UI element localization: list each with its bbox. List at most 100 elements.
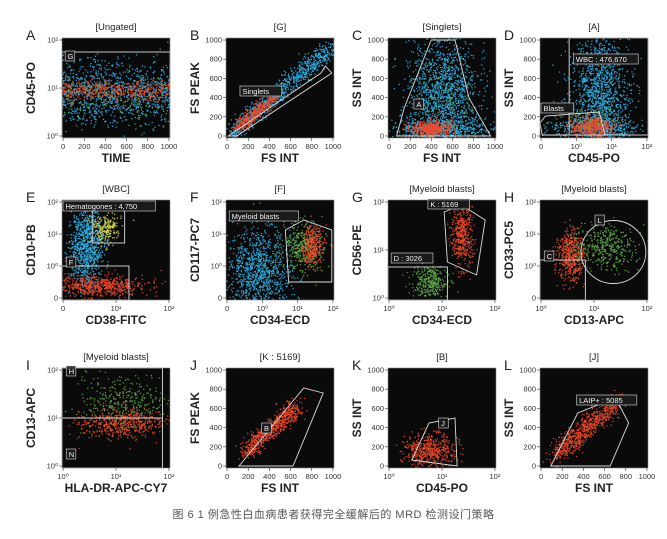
- event-dot: [430, 107, 432, 109]
- event-dot: [443, 135, 445, 138]
- event-dot: [266, 97, 268, 99]
- event-dot: [447, 76, 449, 78]
- event-dot: [153, 100, 155, 102]
- event-dot: [234, 136, 236, 138]
- event-dot: [242, 118, 244, 120]
- event-dot: [248, 116, 250, 119]
- event-dot: [109, 82, 111, 85]
- event-dot: [92, 102, 94, 105]
- event-dot: [106, 103, 108, 105]
- event-dot: [314, 66, 317, 68]
- event-dot: [457, 125, 459, 127]
- event-dot: [166, 99, 168, 101]
- event-dot: [101, 96, 103, 98]
- event-dot: [129, 64, 131, 66]
- event-dot: [462, 86, 464, 88]
- event-dot: [64, 82, 67, 85]
- event-dot: [114, 87, 116, 89]
- event-dot: [394, 57, 396, 59]
- event-dot: [410, 94, 412, 96]
- event-dot: [435, 45, 437, 47]
- event-dot: [410, 79, 412, 81]
- event-dot: [291, 89, 293, 91]
- event-dot: [160, 116, 162, 118]
- event-dot: [452, 126, 455, 129]
- event-dot: [82, 72, 84, 74]
- event-dot: [261, 97, 263, 99]
- event-dot: [276, 101, 278, 103]
- event-dot: [160, 83, 162, 85]
- event-dot: [132, 113, 134, 116]
- event-dot: [86, 98, 88, 100]
- event-dot: [148, 89, 150, 91]
- event-dot: [245, 118, 247, 120]
- event-dot: [309, 59, 311, 61]
- event-dot: [124, 90, 126, 92]
- event-dot: [121, 111, 123, 113]
- event-dot: [253, 121, 256, 123]
- event-dot: [257, 107, 260, 110]
- event-dot: [69, 89, 71, 91]
- event-dot: [415, 65, 418, 67]
- event-dot: [121, 100, 123, 102]
- event-dot: [444, 87, 447, 89]
- event-dot: [124, 101, 126, 103]
- event-dot: [287, 74, 289, 77]
- x-tick-label: 1000: [325, 142, 342, 151]
- event-dot: [273, 98, 275, 100]
- event-dot: [401, 106, 404, 108]
- event-dot: [119, 90, 122, 92]
- event-dot: [150, 92, 152, 94]
- event-dot: [460, 80, 462, 82]
- event-dot: [93, 94, 95, 96]
- event-dot: [73, 91, 76, 93]
- event-dot: [268, 112, 270, 115]
- event-dot: [276, 97, 278, 100]
- event-dot: [297, 85, 299, 88]
- event-dot: [81, 78, 83, 80]
- event-dot: [299, 74, 301, 77]
- event-dot: [124, 83, 126, 85]
- event-dot: [162, 69, 164, 71]
- event-dot: [429, 89, 431, 91]
- event-dot: [398, 130, 401, 133]
- event-dot: [135, 128, 137, 130]
- event-dot: [129, 66, 131, 68]
- event-dot: [246, 113, 248, 116]
- event-dot: [103, 85, 105, 87]
- panel-title: [G]: [274, 22, 287, 33]
- event-dot: [439, 97, 442, 99]
- event-dot: [450, 90, 453, 92]
- event-dot: [313, 56, 315, 58]
- event-dot: [134, 69, 137, 71]
- event-dot: [453, 121, 455, 123]
- event-dot: [70, 92, 72, 95]
- event-dot: [117, 87, 119, 89]
- event-dot: [320, 49, 322, 51]
- event-dot: [489, 123, 491, 126]
- event-dot: [310, 71, 313, 73]
- event-dot: [134, 116, 136, 119]
- event-dot: [448, 68, 451, 71]
- event-dot: [231, 131, 233, 133]
- event-dot: [314, 67, 316, 69]
- event-dot: [96, 99, 98, 101]
- event-dot: [165, 92, 167, 94]
- event-dot: [94, 118, 96, 121]
- event-dot: [419, 69, 421, 71]
- event-dot: [431, 129, 433, 132]
- event-dot: [423, 104, 425, 106]
- event-dot: [247, 119, 249, 121]
- event-dot: [457, 102, 459, 104]
- event-dot: [432, 76, 435, 78]
- event-dot: [412, 131, 414, 133]
- event-dot: [427, 120, 429, 122]
- event-dot: [90, 112, 92, 114]
- event-dot: [457, 129, 459, 132]
- event-dot: [136, 111, 139, 114]
- event-dot: [458, 88, 460, 90]
- event-dot: [115, 73, 117, 75]
- event-dot: [486, 107, 488, 110]
- event-dot: [111, 75, 114, 77]
- event-dot: [311, 55, 314, 57]
